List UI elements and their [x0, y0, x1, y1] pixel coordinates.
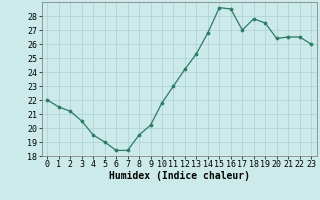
X-axis label: Humidex (Indice chaleur): Humidex (Indice chaleur) [109, 171, 250, 181]
